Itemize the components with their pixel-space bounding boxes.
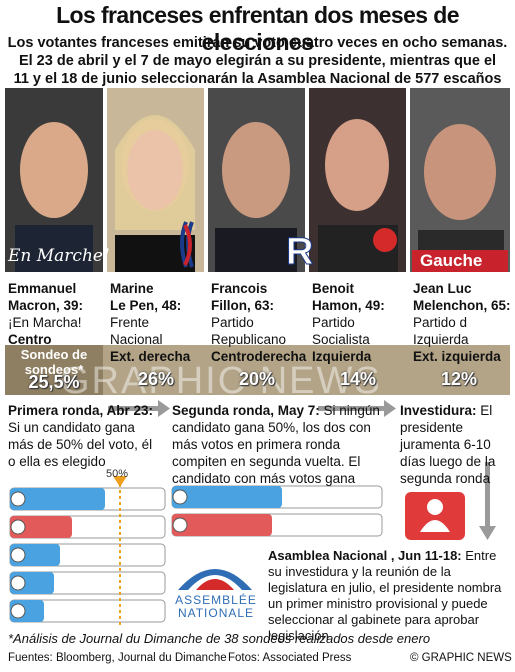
candidate-name: Emmanuel bbox=[8, 281, 77, 296]
step-heading: Asamblea Nacional , Jun 11-18: bbox=[268, 548, 462, 563]
step: Asamblea Nacional , Jun 11-18: Entre su … bbox=[268, 548, 508, 644]
candidate-name: Fillon, 63: bbox=[211, 298, 275, 313]
poll-value: 12% bbox=[440, 369, 478, 389]
candidate-name: Francois bbox=[211, 281, 268, 296]
candidate-name: Melenchon, 65: bbox=[413, 298, 511, 313]
candidate-party: Partido bbox=[211, 315, 254, 330]
svg-text:R: R bbox=[286, 231, 313, 273]
second-round-bars bbox=[171, 485, 383, 537]
step: Segunda ronda, May 7: Si ningún candidat… bbox=[172, 402, 387, 487]
candidate-name: Benoit bbox=[312, 281, 354, 296]
photos: R bbox=[5, 88, 510, 274]
candidate-name: Hamon, 49: bbox=[312, 298, 385, 313]
poll-value: 20% bbox=[238, 369, 276, 389]
step-body: Si un candidato gana más de 50% del voto… bbox=[8, 420, 153, 469]
step: Primera ronda, Abr 23: Si un candidato g… bbox=[8, 402, 163, 470]
candidate-name: Macron, 39: bbox=[8, 298, 84, 313]
logo-line: ASSEMBLÉE bbox=[175, 593, 257, 607]
step-heading: Primera ronda, Abr 23: bbox=[8, 403, 154, 418]
candidate-party: Partido d bbox=[413, 315, 468, 330]
sources: Fuentes: Bloomberg, Journal du Dimanche bbox=[8, 652, 227, 664]
poll-highlight bbox=[5, 345, 103, 395]
first-round-bars bbox=[9, 476, 166, 625]
candidate-name: Marine bbox=[110, 281, 154, 296]
candidate-party: Partido bbox=[312, 315, 355, 330]
candidate-party: Izquierda bbox=[413, 332, 469, 347]
step-body: Entre su investidura y la reunión de la … bbox=[268, 548, 502, 643]
candidate-leaning: Centroderecha bbox=[211, 349, 307, 364]
subtitle-line: El 23 de abril y el 7 de mayo elegirán a… bbox=[18, 53, 497, 69]
poll-value: 25,5% bbox=[28, 372, 80, 392]
candidate-party: Socialista bbox=[312, 332, 370, 347]
poll-label: Sondeo de sondeos* bbox=[20, 347, 88, 377]
candidate-name: Jean Luc bbox=[413, 281, 472, 296]
threshold-label: 50% bbox=[106, 468, 129, 480]
step-heading: Segunda ronda, May 7: bbox=[172, 403, 320, 418]
credit: © GRAPHIC NEWS bbox=[410, 652, 512, 664]
candidate-leaning: Centro bbox=[8, 332, 52, 347]
step-body: Si ningún candidato gana 50%, los dos co… bbox=[172, 403, 380, 486]
assembly-logo bbox=[178, 569, 252, 590]
candidate-leaning: Ext. izquierda bbox=[413, 349, 501, 364]
logo-text: En Marche! bbox=[8, 246, 110, 266]
arrows bbox=[108, 400, 496, 540]
candidate-name: Le Pen, 48: bbox=[110, 298, 182, 313]
candidate-party: ¡En Marcha! bbox=[8, 315, 82, 330]
candidate-party: Republicano bbox=[211, 332, 287, 347]
logo-line: NATIONALE bbox=[177, 606, 255, 620]
candidate-party: Frente bbox=[110, 315, 150, 330]
footnote: *Análisis de Journal du Dimanche de 38 s… bbox=[8, 631, 431, 646]
assembly-logo-text: ASSEMBLÉE NATIONALE bbox=[170, 594, 262, 620]
photo-credit: Fotos: Associated Press bbox=[228, 652, 352, 664]
title: Los franceses enfrentan dos meses de ele… bbox=[56, 2, 459, 55]
logo-text: Gauche bbox=[420, 251, 483, 270]
candidate-leaning: Izquierda bbox=[312, 349, 372, 364]
step-body: El presidente juramenta 6-10 días luego … bbox=[400, 403, 496, 486]
candidate-leaning: Ext. derecha bbox=[110, 349, 191, 364]
step: Investidura: El presidente juramenta 6-1… bbox=[400, 402, 508, 487]
step-heading: Investidura: bbox=[400, 403, 477, 418]
candidate-party: Nacional bbox=[110, 332, 163, 347]
poll-value: 14% bbox=[339, 369, 377, 389]
president-icon bbox=[405, 492, 465, 540]
watermark: GRAPHIC NEWS bbox=[60, 360, 382, 402]
subtitle-line: Los votantes franceses emitirán su voto … bbox=[7, 35, 508, 51]
poll-value: 26% bbox=[137, 369, 175, 389]
subtitle-line: 11 y el 18 de junio seleccionarán la Asa… bbox=[13, 71, 502, 87]
